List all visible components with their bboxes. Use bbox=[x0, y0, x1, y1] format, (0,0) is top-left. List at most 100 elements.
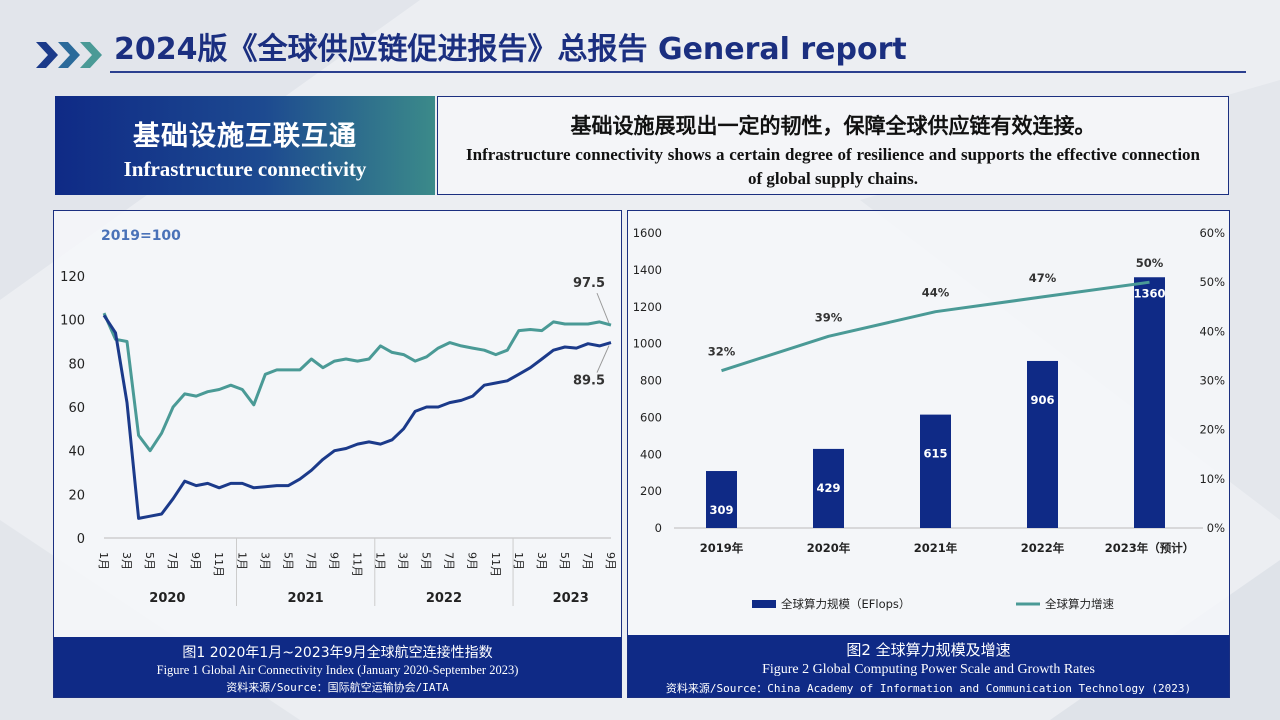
data-label-teal-end: 97.5 bbox=[573, 276, 605, 291]
series-line-navy bbox=[102, 314, 612, 520]
y2-tick-label: 0% bbox=[1207, 521, 1225, 535]
x-tick-label: 3月 bbox=[535, 552, 548, 570]
figure2-panel: 0 200 400 600 800 1000 1200 1400 1600 0% 10% 20% 30%… bbox=[627, 210, 1230, 698]
legend-bar-label: 全球算力规模（EFlops） bbox=[781, 597, 910, 611]
bar-value-label: 309 bbox=[709, 503, 733, 517]
line-value-label: 47% bbox=[1029, 271, 1057, 285]
x-tick-label: 9月 bbox=[604, 552, 617, 570]
x-tick-label: 11月 bbox=[489, 552, 502, 577]
y-tick-label: 0 bbox=[655, 521, 662, 535]
summary-box: 基础设施展现出一定的韧性，保障全球供应链有效连接。 Infrastructure… bbox=[437, 96, 1229, 195]
leader-line-navy bbox=[596, 345, 610, 373]
computing-power-chart: 0 200 400 600 800 1000 1200 1400 1600 0% 10% 20% 30%… bbox=[633, 226, 1225, 611]
y-tick-label: 1200 bbox=[633, 300, 662, 314]
y-tick-label: 60 bbox=[68, 401, 85, 416]
x-year-label: 2020 bbox=[149, 591, 185, 606]
summary-cn: 基础设施展现出一定的韧性，保障全球供应链有效连接。 bbox=[570, 114, 1096, 138]
y-tick-label: 200 bbox=[640, 484, 662, 498]
x-tick-label: 11月 bbox=[212, 552, 225, 577]
x-tick-label: 1月 bbox=[512, 552, 525, 570]
y2-tick-label: 20% bbox=[1199, 423, 1225, 437]
y-tick-label: 1400 bbox=[633, 263, 662, 277]
bar bbox=[706, 471, 737, 528]
x-year-label: 2021 bbox=[288, 591, 324, 606]
x-tick-label: 5月 bbox=[143, 552, 156, 570]
y-tick-label: 100 bbox=[60, 314, 85, 329]
x-tick-label: 1月 bbox=[235, 552, 248, 570]
figure1-caption: 图1 2020年1月~2023年9月全球航空连接性指数 Figure 1 Glo… bbox=[54, 637, 621, 697]
data-label-navy-end: 89.5 bbox=[573, 374, 605, 389]
section-tag-cn: 基础设施互联互通 bbox=[133, 121, 357, 152]
y-tick-label: 1000 bbox=[633, 337, 662, 351]
x-tick-label: 3月 bbox=[258, 552, 271, 570]
x-tick-label: 3月 bbox=[120, 552, 133, 570]
y-tick-label: 40 bbox=[68, 445, 85, 460]
bar-value-label: 429 bbox=[816, 481, 840, 495]
figure1-caption-cn: 图1 2020年1月~2023年9月全球航空连接性指数 bbox=[182, 645, 493, 661]
section-tag-en: Infrastructure connectivity bbox=[123, 157, 367, 181]
growth-rate-line bbox=[721, 280, 1150, 373]
figure1-caption-en: Figure 1 Global Air Connectivity Index (… bbox=[156, 663, 519, 677]
line-value-label: 50% bbox=[1136, 256, 1164, 270]
x-tick-label: 9月 bbox=[189, 552, 202, 570]
x-tick-label: 1月 bbox=[374, 552, 387, 570]
bar bbox=[1134, 277, 1165, 528]
bar-value-label: 1360 bbox=[1133, 286, 1165, 300]
bar-value-label: 906 bbox=[1030, 393, 1054, 407]
y-tick-label: 80 bbox=[68, 357, 85, 372]
x-tick-label: 7月 bbox=[304, 552, 317, 570]
figure1-source: 资料来源/Source：国际航空运输协会/IATA bbox=[226, 681, 449, 694]
x-tick-label: 2021年 bbox=[914, 541, 958, 555]
page-title: 2024版《全球供应链促进报告》总报告 General report bbox=[114, 32, 907, 67]
figure1-panel: 0 20 40 60 80 100 120 1月 3月 5月 7月 9月 11月 1月 3月 5月 7月 9月 11… bbox=[53, 210, 622, 698]
x-tick-label: 2022年 bbox=[1021, 541, 1065, 555]
x-year-label: 2023 bbox=[553, 591, 589, 606]
y2-tick-label: 10% bbox=[1199, 472, 1225, 486]
series-line-teal bbox=[102, 312, 612, 453]
bar bbox=[1027, 360, 1058, 528]
figure2-caption-cn: 图2 全球算力规模及增速 bbox=[846, 641, 1011, 659]
x-tick-label: 5月 bbox=[558, 552, 571, 570]
x-tick-label: 7月 bbox=[166, 552, 179, 570]
legend-bar-swatch bbox=[752, 600, 776, 608]
y2-tick-label: 30% bbox=[1199, 374, 1225, 388]
x-tick-label: 9月 bbox=[327, 552, 340, 570]
y-tick-label: 400 bbox=[640, 447, 662, 461]
legend-line-label: 全球算力增速 bbox=[1045, 597, 1114, 611]
base-year-note: 2019=100 bbox=[101, 228, 181, 244]
air-connectivity-chart: 0 20 40 60 80 100 120 1月 3月 5月 7月 9月 11月 1月 3月 5月 7月 9月 11… bbox=[60, 270, 617, 606]
x-tick-label: 2019年 bbox=[700, 541, 744, 555]
x-tick-label: 5月 bbox=[281, 552, 294, 570]
section-tag: 基础设施互联互通 Infrastructure connectivity bbox=[55, 96, 435, 195]
line-value-label: 32% bbox=[708, 345, 736, 359]
bar bbox=[920, 414, 951, 528]
y-tick-label: 20 bbox=[68, 488, 85, 503]
y2-tick-label: 40% bbox=[1199, 324, 1225, 338]
x-tick-label: 2023年（预计） bbox=[1105, 541, 1195, 555]
figure2-caption-en: Figure 2 Global Computing Power Scale an… bbox=[762, 662, 1095, 677]
y-tick-label: 1600 bbox=[633, 226, 662, 240]
summary-en: Infrastructure connectivity shows a cert… bbox=[466, 145, 1200, 188]
y-tick-label: 120 bbox=[60, 270, 85, 285]
x-tick-label: 7月 bbox=[443, 552, 456, 570]
bar-value-label: 615 bbox=[923, 447, 947, 461]
leader-line-teal bbox=[596, 292, 610, 324]
x-tick-label: 7月 bbox=[581, 552, 594, 570]
x-tick-label: 2020年 bbox=[807, 541, 851, 555]
x-year-label: 2022 bbox=[426, 591, 462, 606]
x-tick-label: 5月 bbox=[420, 552, 433, 570]
bar bbox=[813, 448, 844, 528]
x-tick-label: 9月 bbox=[466, 552, 479, 570]
y2-tick-label: 50% bbox=[1199, 275, 1225, 289]
y-tick-label: 0 bbox=[77, 532, 85, 547]
x-tick-label: 3月 bbox=[397, 552, 410, 570]
x-tick-label: 1月 bbox=[97, 552, 110, 570]
line-value-label: 44% bbox=[922, 286, 950, 300]
line-value-label: 39% bbox=[815, 310, 843, 324]
title-divider bbox=[110, 71, 1246, 73]
figure2-caption: 图2 全球算力规模及增速 Figure 2 Global Computing P… bbox=[628, 635, 1229, 697]
y-tick-label: 800 bbox=[640, 374, 662, 388]
y2-tick-label: 60% bbox=[1199, 226, 1225, 240]
y-tick-label: 600 bbox=[640, 410, 662, 424]
figure2-source: 资料来源/Source：China Academy of Information… bbox=[665, 682, 1192, 695]
